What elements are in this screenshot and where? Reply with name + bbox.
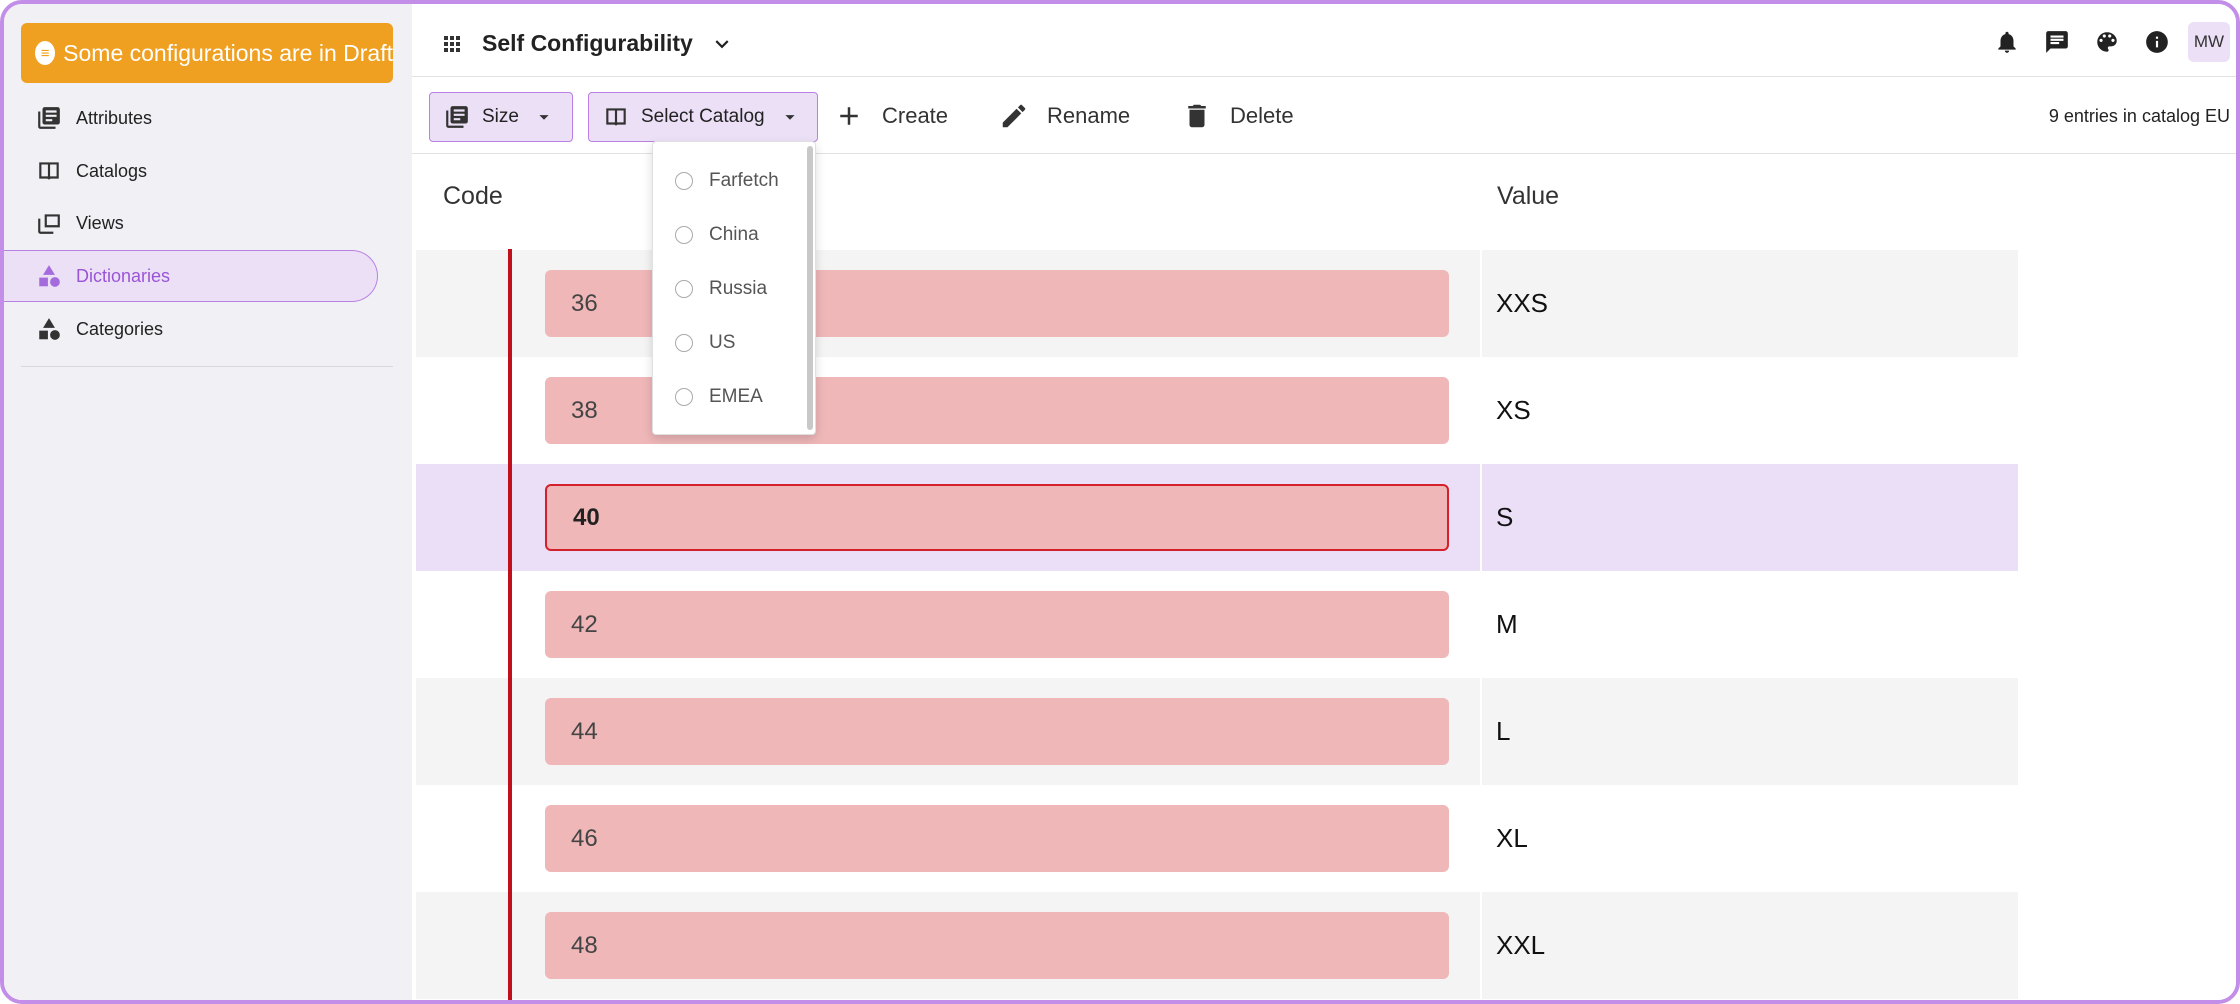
draft-banner[interactable]: ≡ Some configurations are in Draft [21, 23, 393, 83]
value-cell[interactable]: XS [1496, 395, 1531, 425]
catalog-book-icon [39, 162, 59, 181]
header: Self Configurability MW [412, 4, 2236, 77]
code-input[interactable]: 40 [545, 484, 1449, 551]
page-title: Self Configurability [482, 30, 693, 56]
categories-icon [39, 318, 60, 340]
value-cell[interactable]: XXL [1482, 892, 2018, 999]
catalog-option-farfetch[interactable]: Farfetch [675, 161, 779, 201]
views-icon [38, 214, 60, 234]
caret-down-icon [539, 115, 549, 120]
column-header-value: Value [1497, 182, 1560, 210]
catalog-dropdown: Farfetch China Russia US EMEA [652, 141, 816, 435]
sidebar-item-label: Views [76, 212, 124, 233]
bell-icon[interactable] [1994, 29, 2020, 55]
attributes-icon [446, 106, 468, 128]
catalog-option-china[interactable]: China [675, 215, 759, 255]
table-row-selected[interactable]: 40 S [416, 464, 2018, 571]
catalog-select-label: Select Catalog [641, 106, 765, 127]
avatar[interactable]: MW [2188, 22, 2230, 62]
code-cell: 46 [416, 785, 1480, 892]
delete-label: Delete [1230, 103, 1294, 128]
attributes-icon [38, 107, 60, 129]
palette-icon[interactable] [2094, 29, 2120, 55]
table-row[interactable]: 42 M [416, 571, 2018, 678]
header-actions: MW [1970, 22, 2230, 62]
catalog-option-label: EMEA [709, 386, 763, 407]
radio-icon[interactable] [675, 280, 693, 298]
pencil-icon [1002, 104, 1026, 128]
create-button[interactable]: Create [834, 98, 948, 134]
apps-grid-icon [444, 35, 460, 52]
chevron-down-icon [715, 39, 729, 48]
code-input[interactable]: 42 [545, 591, 1449, 658]
value-cell[interactable]: XL [1496, 823, 1528, 853]
catalog-option-label: China [709, 224, 759, 245]
catalog-option-label: Farfetch [709, 170, 779, 191]
sidebar-item-label: Dictionaries [76, 265, 171, 286]
app-switcher[interactable]: Self Configurability [440, 30, 735, 57]
sidebar-item-catalogs[interactable]: Catalogs [4, 145, 378, 197]
catalog-option-russia[interactable]: Russia [675, 269, 767, 309]
catalog-option-label: US [709, 332, 736, 353]
code-cell: 48 [416, 892, 1480, 999]
sidebar-item-dictionaries[interactable]: Dictionaries [4, 250, 378, 302]
code-cell: 38 [416, 357, 1480, 464]
code-input[interactable]: 46 [545, 805, 1449, 872]
sidebar-item-categories[interactable]: Categories [4, 303, 378, 355]
code-cell: 42 [416, 571, 1480, 678]
trash-icon [1188, 104, 1206, 128]
code-cell: 40 [416, 464, 1480, 571]
code-input[interactable]: 48 [545, 912, 1449, 979]
caret-down-icon [784, 115, 795, 120]
code-cell: 44 [416, 678, 1480, 785]
create-label: Create [882, 103, 949, 128]
catalog-option-us[interactable]: US [675, 323, 735, 363]
catalog-option-emea[interactable]: EMEA [675, 377, 763, 417]
plus-icon [840, 107, 858, 125]
info-icon[interactable] [2144, 29, 2170, 55]
radio-icon[interactable] [675, 172, 693, 190]
radio-icon[interactable] [675, 226, 693, 244]
value-cell[interactable]: L [1482, 678, 2018, 785]
dictionary-select[interactable]: Size [429, 92, 573, 142]
catalog-book-icon [606, 108, 626, 127]
table-row[interactable]: 44 L [416, 678, 2018, 785]
dropdown-scrollbar[interactable] [807, 146, 813, 430]
column-header-code: Code [443, 182, 503, 210]
error-indicator-line [508, 249, 512, 1000]
shapes-icon [39, 265, 60, 287]
draft-banner-text: Some configurations are in Draft [63, 39, 393, 66]
sidebar-item-attributes[interactable]: Attributes [4, 92, 378, 144]
catalog-select[interactable]: Select Catalog [588, 92, 818, 142]
sidebar-item-label: Catalogs [76, 160, 148, 181]
code-cell: 36 [416, 250, 1480, 357]
entries-count: 9 entries in catalog EU [2048, 106, 2230, 126]
chat-icon[interactable] [2044, 29, 2070, 55]
table-row[interactable]: 48 XXL [416, 892, 2018, 999]
sidebar-item-label: Attributes [76, 107, 153, 128]
value-cell[interactable]: S [1482, 464, 2018, 571]
catalog-option-label: Russia [709, 278, 768, 299]
code-input[interactable]: 44 [545, 698, 1449, 765]
value-cell[interactable]: XXS [1482, 250, 2018, 357]
table-row[interactable]: 46 XL [416, 785, 2018, 892]
rename-label: Rename [1047, 103, 1131, 128]
sidebar-divider [21, 366, 393, 367]
draft-icon: ≡ [35, 41, 56, 65]
radio-icon[interactable] [675, 388, 693, 406]
sidebar-item-views[interactable]: Views [4, 197, 378, 249]
rename-button[interactable]: Rename [999, 98, 1130, 134]
delete-button[interactable]: Delete [1182, 98, 1294, 134]
dictionary-select-value: Size [482, 106, 519, 127]
value-cell[interactable]: M [1496, 609, 1518, 639]
sidebar-item-label: Categories [76, 318, 164, 339]
radio-icon[interactable] [675, 334, 693, 352]
sidebar: ≡ Some configurations are in Draft Attri… [4, 4, 412, 1000]
